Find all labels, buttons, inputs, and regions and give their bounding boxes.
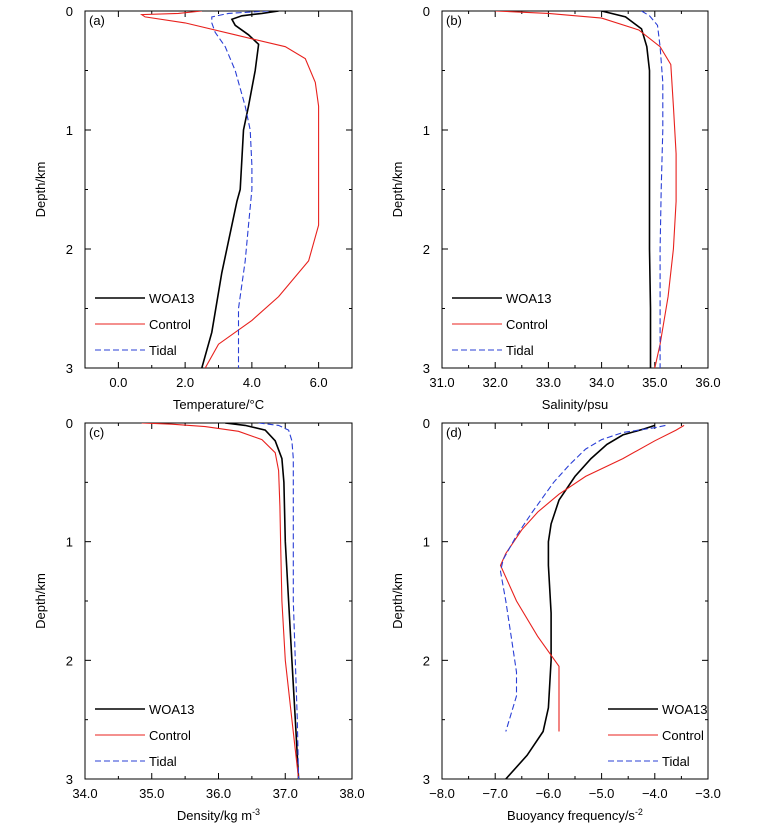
- x-axis-label-a: Temperature/°C: [173, 397, 264, 412]
- y-tick-label-c: 2: [66, 653, 73, 668]
- x-axis-label-text-d: Buoyancy frequency/s: [507, 808, 635, 823]
- x-tick-label-c: 36.0: [206, 786, 231, 801]
- x-axis-label-text-a: Temperature/°C: [173, 397, 264, 412]
- x-tick-label-d: −5.0: [589, 786, 615, 801]
- plot-frame-c: [84, 422, 353, 780]
- y-tick-label-b: 0: [423, 4, 430, 19]
- series-line-control-b: [495, 11, 677, 368]
- y-tick-label-a: 3: [66, 361, 73, 376]
- x-tick-label-b: 36.0: [695, 375, 720, 390]
- y-tick-label-d: 0: [423, 416, 430, 431]
- series-line-woa13-b: [601, 11, 652, 368]
- x-tick-label-d: −3.0: [695, 786, 721, 801]
- legend-label-control-d: Control: [662, 728, 704, 743]
- series-line-tidal-c: [258, 423, 300, 779]
- panel-label-a: (a): [89, 13, 105, 28]
- y-tick-label-a: 2: [66, 242, 73, 257]
- x-axis-label-exponent-d: -2: [635, 807, 643, 817]
- x-axis-label-b: Salinity/psu: [542, 397, 608, 412]
- x-tick-label-b: 33.0: [536, 375, 561, 390]
- series-line-woa13-d: [505, 424, 656, 779]
- x-tick-label-d: −7.0: [482, 786, 508, 801]
- x-tick-label-b: 34.0: [589, 375, 614, 390]
- y-tick-label-a: 1: [66, 123, 73, 138]
- plot-frame-a: [84, 10, 353, 369]
- series-line-woa13-c: [225, 423, 300, 779]
- panel-label-d: (d): [446, 425, 462, 440]
- series-line-tidal-b: [641, 11, 664, 368]
- y-tick-label-c: 1: [66, 535, 73, 550]
- legend-label-woa13-b: WOA13: [506, 291, 552, 306]
- x-axis-label-c: Density/kg m-3: [177, 807, 260, 823]
- y-axis-label-c: Depth/km: [33, 573, 48, 629]
- x-axis-label-d: Buoyancy frequency/s-2: [507, 807, 643, 823]
- x-tick-label-a: 0.0: [109, 375, 127, 390]
- y-tick-label-b: 1: [423, 123, 430, 138]
- panel-label-c: (c): [89, 425, 104, 440]
- series-line-tidal-a: [211, 11, 269, 368]
- y-tick-label-d: 3: [423, 772, 430, 787]
- y-tick-label-d: 1: [423, 535, 430, 550]
- x-axis-label-exponent-c: -3: [252, 807, 260, 817]
- legend-label-tidal-a: Tidal: [149, 343, 177, 358]
- x-tick-label-c: 34.0: [72, 786, 97, 801]
- x-tick-label-b: 31.0: [429, 375, 454, 390]
- y-axis-label-b: Depth/km: [390, 162, 405, 218]
- panel-a: 0.0 2.0 4.0 6.0 0 1 2 3 Temperature/°C Depth/km (a…: [33, 4, 353, 412]
- series-line-control-a: [139, 11, 320, 368]
- x-tick-label-b: 35.0: [642, 375, 667, 390]
- legend-label-tidal-c: Tidal: [149, 754, 177, 769]
- legend-label-control-c: Control: [149, 728, 191, 743]
- x-tick-label-d: −6.0: [536, 786, 562, 801]
- x-tick-label-a: 6.0: [310, 375, 328, 390]
- x-tick-label-c: 37.0: [273, 786, 298, 801]
- panel-b: 31.0 32.0 33.0 34.0 35.0 36.0 0 1 2 3 Salinity/psu…: [390, 4, 721, 412]
- x-tick-label-c: 35.0: [139, 786, 164, 801]
- panel-d: −8.0 −7.0 −6.0 −5.0 −4.0 −3.0 0 1 2 3 Buoyancy fre…: [390, 416, 721, 823]
- y-tick-label-b: 2: [423, 242, 430, 257]
- series-line-control-d: [499, 424, 685, 732]
- y-tick-label-a: 0: [66, 4, 73, 19]
- y-tick-label-c: 3: [66, 772, 73, 787]
- x-axis-label-text-c: Density/kg m: [177, 808, 252, 823]
- series-line-control-c: [141, 423, 300, 779]
- x-tick-label-a: 2.0: [176, 375, 194, 390]
- y-tick-label-d: 2: [423, 653, 430, 668]
- panel-label-b: (b): [446, 13, 462, 28]
- legend-label-woa13-a: WOA13: [149, 291, 195, 306]
- legend-label-control-b: Control: [506, 317, 548, 332]
- x-tick-label-d: −8.0: [429, 786, 455, 801]
- series-line-tidal-d: [499, 424, 666, 732]
- y-tick-label-b: 3: [423, 361, 430, 376]
- legend-label-tidal-b: Tidal: [506, 343, 534, 358]
- x-tick-label-d: −4.0: [642, 786, 668, 801]
- legend-label-tidal-d: Tidal: [662, 754, 690, 769]
- x-tick-label-b: 32.0: [483, 375, 508, 390]
- x-axis-label-text-b: Salinity/psu: [542, 397, 608, 412]
- y-tick-label-c: 0: [66, 416, 73, 431]
- y-axis-label-d: Depth/km: [390, 573, 405, 629]
- x-tick-label-c: 38.0: [339, 786, 364, 801]
- x-tick-label-a: 4.0: [243, 375, 261, 390]
- y-axis-label-a: Depth/km: [33, 162, 48, 218]
- legend-label-woa13-c: WOA13: [149, 702, 195, 717]
- series-line-woa13-a: [201, 11, 279, 368]
- plot-frame-b: [441, 10, 709, 369]
- legend-label-control-a: Control: [149, 317, 191, 332]
- legend-label-woa13-d: WOA13: [662, 702, 708, 717]
